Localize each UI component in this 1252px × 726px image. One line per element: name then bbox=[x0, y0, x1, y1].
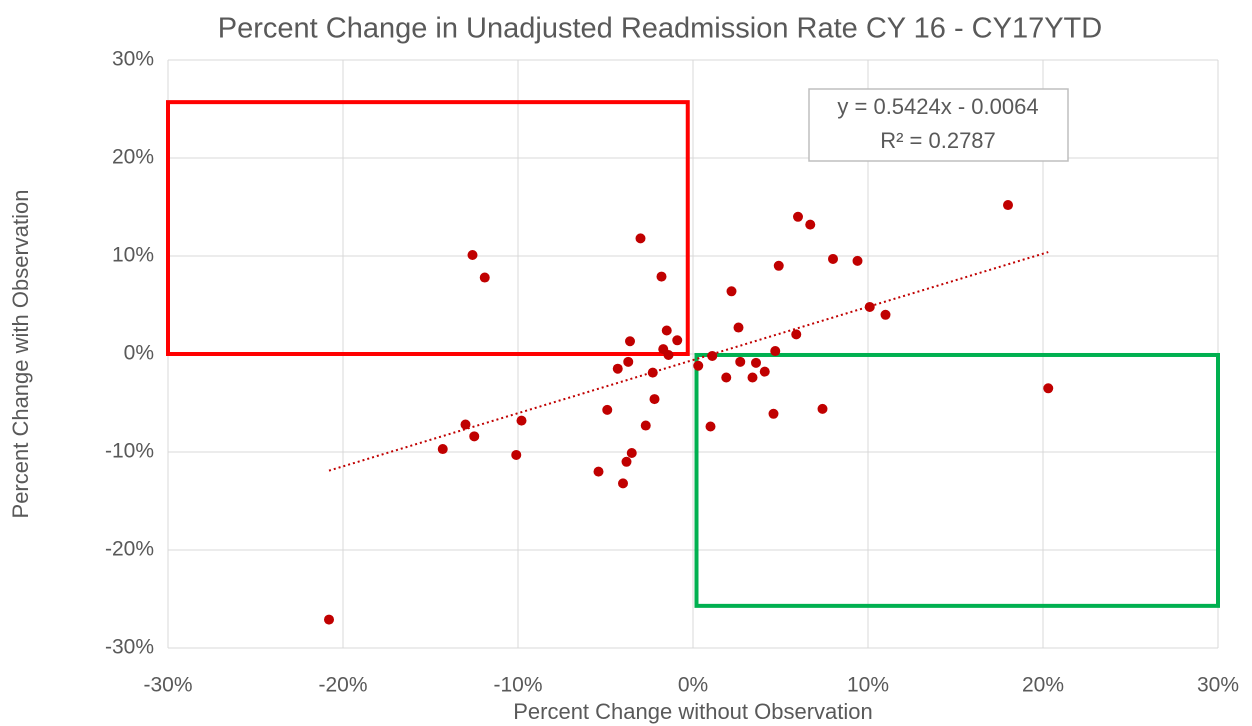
y-tick-label: 30% bbox=[112, 48, 154, 71]
point bbox=[663, 349, 674, 360]
point bbox=[828, 253, 838, 264]
point bbox=[733, 322, 744, 333]
point bbox=[593, 466, 604, 477]
point bbox=[324, 614, 334, 625]
point bbox=[793, 211, 803, 222]
point bbox=[759, 366, 770, 377]
x-tick-label: 20% bbox=[1022, 674, 1064, 697]
point bbox=[621, 456, 632, 467]
point bbox=[602, 404, 613, 415]
point bbox=[1003, 200, 1013, 211]
point bbox=[751, 357, 761, 368]
point bbox=[479, 272, 490, 283]
y-tick-label: 10% bbox=[112, 244, 154, 267]
point bbox=[469, 431, 480, 442]
point bbox=[661, 325, 672, 336]
point bbox=[460, 419, 471, 430]
point bbox=[649, 394, 660, 405]
point bbox=[1043, 383, 1054, 394]
point bbox=[640, 420, 651, 431]
point bbox=[623, 356, 634, 367]
y-tick-label: 20% bbox=[112, 146, 154, 169]
point bbox=[672, 335, 683, 346]
point bbox=[791, 329, 802, 340]
x-tick-label: -20% bbox=[318, 674, 367, 697]
point bbox=[612, 363, 623, 374]
point bbox=[735, 356, 746, 367]
point bbox=[770, 346, 781, 357]
highlight-box bbox=[694, 352, 1220, 608]
point bbox=[805, 219, 816, 230]
point bbox=[625, 336, 635, 347]
point bbox=[726, 286, 737, 297]
point bbox=[626, 447, 637, 458]
x-tick-label: 30% bbox=[1197, 674, 1239, 697]
point bbox=[747, 372, 758, 383]
point bbox=[817, 403, 828, 414]
point bbox=[773, 260, 784, 271]
point bbox=[635, 233, 646, 244]
x-tick-label: 10% bbox=[847, 674, 889, 697]
point bbox=[864, 301, 875, 312]
y-tick-label: -20% bbox=[105, 538, 154, 561]
x-tick-label: 0% bbox=[678, 674, 708, 697]
point bbox=[516, 415, 527, 426]
point bbox=[647, 367, 658, 378]
point bbox=[656, 271, 667, 282]
point bbox=[511, 449, 522, 460]
x-axis-label: Percent Change without Observation bbox=[513, 699, 873, 724]
point bbox=[437, 444, 448, 455]
trendline bbox=[328, 251, 1049, 472]
chart-title: Percent Change in Unadjusted Readmission… bbox=[218, 13, 1102, 45]
point bbox=[721, 372, 732, 383]
equation-text: R² = 0.2787 bbox=[880, 128, 996, 153]
y-tick-label: -30% bbox=[105, 636, 154, 659]
highlight-box bbox=[166, 100, 690, 356]
point bbox=[618, 478, 628, 489]
point bbox=[707, 350, 718, 361]
point bbox=[880, 309, 891, 320]
equation-box bbox=[808, 88, 1069, 162]
point bbox=[705, 421, 716, 432]
x-tick-label: -30% bbox=[143, 674, 192, 697]
point bbox=[852, 255, 863, 266]
y-axis-label: Percent Change with Observation bbox=[8, 190, 33, 519]
point bbox=[693, 360, 704, 371]
x-tick-label: -10% bbox=[493, 674, 542, 697]
equation-text: y = 0.5424x - 0.0064 bbox=[837, 94, 1038, 119]
point bbox=[768, 408, 779, 419]
point bbox=[467, 250, 478, 261]
y-tick-label: -10% bbox=[105, 440, 154, 463]
y-tick-label: 0% bbox=[124, 342, 154, 365]
